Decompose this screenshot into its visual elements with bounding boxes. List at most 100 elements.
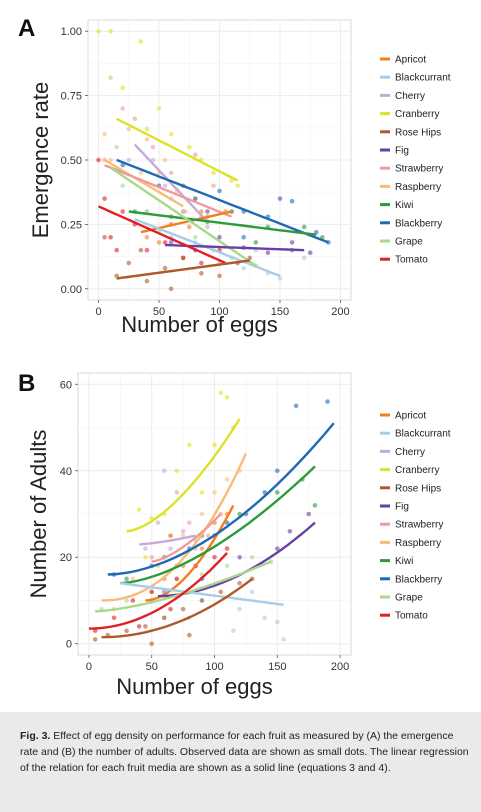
caption-background — [0, 712, 481, 812]
legend-label-raspberry: Raspberry — [395, 182, 441, 193]
data-point-tomato — [174, 576, 180, 582]
data-point-rose-hips — [168, 286, 174, 292]
legend-label-blackberry: Blackberry — [395, 218, 442, 229]
y-axis-title: Number of Adults — [26, 430, 51, 599]
legend-label-kiwi: Kiwi — [395, 556, 413, 567]
legend: Apricot Blackcurrant Cherry Cranberry Rose H… — [380, 55, 451, 266]
data-point-strawberry — [149, 554, 155, 560]
data-point-cranberry — [144, 126, 150, 132]
data-point-grape — [120, 183, 126, 189]
legend-label-cherry: Cherry — [395, 91, 425, 102]
data-point-raspberry — [138, 170, 144, 176]
data-point-cranberry — [96, 28, 101, 34]
fit-line-strawberry — [151, 513, 222, 563]
data-point-rose-hips — [217, 273, 222, 279]
data-point-tomato — [149, 589, 155, 595]
fit-line-blackcurrant — [120, 582, 284, 606]
data-point-raspberry — [212, 490, 217, 495]
data-point-rose-hips — [180, 606, 186, 612]
legend-label-tomato: Tomato — [395, 611, 428, 622]
data-point-cranberry — [235, 183, 240, 189]
data-point-cranberry — [199, 490, 205, 495]
data-point-cranberry — [229, 178, 234, 183]
caption-text: Effect of egg density on performance for… — [20, 730, 469, 774]
x-axis-title: Number of eggs — [116, 674, 273, 699]
x-tick-label: 200 — [331, 306, 349, 318]
data-point-kiwi — [312, 503, 318, 508]
y-tick-label: 1.00 — [61, 26, 82, 38]
data-point-cranberry — [143, 554, 148, 560]
data-point-fig — [274, 546, 280, 551]
data-point-blackcurrant — [301, 255, 307, 261]
data-point-strawberry — [120, 106, 126, 111]
data-point-kiwi — [124, 576, 129, 582]
legend-label-cranberry: Cranberry — [395, 465, 439, 476]
legend-label-apricot: Apricot — [395, 411, 426, 422]
data-point-apricot — [156, 240, 162, 245]
data-point-tomato — [108, 234, 113, 240]
data-point-strawberry — [174, 490, 180, 495]
legend-label-strawberry: Strawberry — [395, 164, 443, 175]
legend-label-rose-hips: Rose Hips — [395, 127, 441, 138]
fit-line-cranberry — [116, 117, 239, 182]
data-point-cherry — [155, 520, 161, 525]
legend-label-rose-hips: Rose Hips — [395, 483, 441, 494]
fit-line-tomato — [98, 205, 226, 265]
data-point-raspberry — [130, 576, 136, 582]
fit-line-cranberry — [126, 418, 241, 533]
x-tick-label: 200 — [331, 661, 349, 673]
data-point-cherry — [168, 546, 173, 551]
data-point-blackcurrant — [281, 637, 286, 642]
data-point-fig — [217, 234, 222, 240]
data-point-tomato — [224, 546, 230, 551]
legend-label-apricot: Apricot — [395, 55, 426, 66]
data-point-cranberry — [187, 442, 192, 448]
data-point-cranberry — [174, 468, 180, 474]
fit-line-rose-hips — [116, 259, 250, 280]
legend-label-strawberry: Strawberry — [395, 520, 443, 531]
x-tick-label: 0 — [86, 661, 92, 673]
data-point-grape — [193, 234, 198, 240]
data-point-blackberry — [274, 468, 280, 474]
data-point-grape — [224, 563, 230, 569]
data-point-blackberry — [325, 399, 330, 404]
data-point-cranberry — [136, 507, 142, 512]
data-point-blackcurrant — [231, 628, 236, 634]
y-tick-label: 20 — [60, 552, 72, 564]
data-point-cherry — [205, 224, 210, 230]
data-point-fig — [307, 250, 313, 256]
y-tick-label: 60 — [60, 379, 72, 391]
data-point-blackcurrant — [262, 615, 268, 621]
data-point-grape — [249, 554, 255, 560]
data-point-strawberry — [193, 152, 198, 158]
data-point-rose-hips — [180, 255, 186, 261]
data-point-blackcurrant — [274, 619, 280, 625]
data-point-grape — [114, 144, 119, 150]
data-point-tomato — [212, 554, 217, 560]
data-point-rose-hips — [144, 278, 150, 284]
data-point-strawberry — [150, 144, 156, 150]
x-tick-label: 0 — [95, 306, 101, 318]
data-point-cherry — [162, 183, 168, 189]
data-point-blackcurrant — [277, 276, 283, 281]
data-point-fig — [205, 209, 210, 214]
data-point-blackberry — [289, 198, 295, 204]
panel-a: A 0 50 100 150 200 0.00 0.25 0.50 0.75 1.00 Number … — [18, 15, 451, 337]
fit-line-cherry — [133, 143, 209, 223]
caption-label: Fig. 3. — [20, 730, 51, 742]
fit-line-rose-hips — [101, 577, 253, 639]
legend-label-grape: Grape — [395, 593, 423, 604]
data-point-kiwi — [274, 490, 280, 495]
data-point-tomato — [111, 615, 117, 621]
data-point-cranberry — [156, 106, 162, 111]
data-point-raspberry — [199, 511, 205, 517]
x-tick-label: 100 — [205, 661, 223, 673]
y-tick-label: 0 — [66, 639, 72, 651]
fit-line-tomato — [88, 552, 228, 630]
fit-line-kiwi — [120, 465, 316, 585]
data-point-tomato — [130, 598, 136, 603]
x-tick-label: 100 — [210, 306, 228, 318]
data-point-cherry — [180, 209, 186, 214]
data-point-blackberry — [313, 229, 319, 235]
